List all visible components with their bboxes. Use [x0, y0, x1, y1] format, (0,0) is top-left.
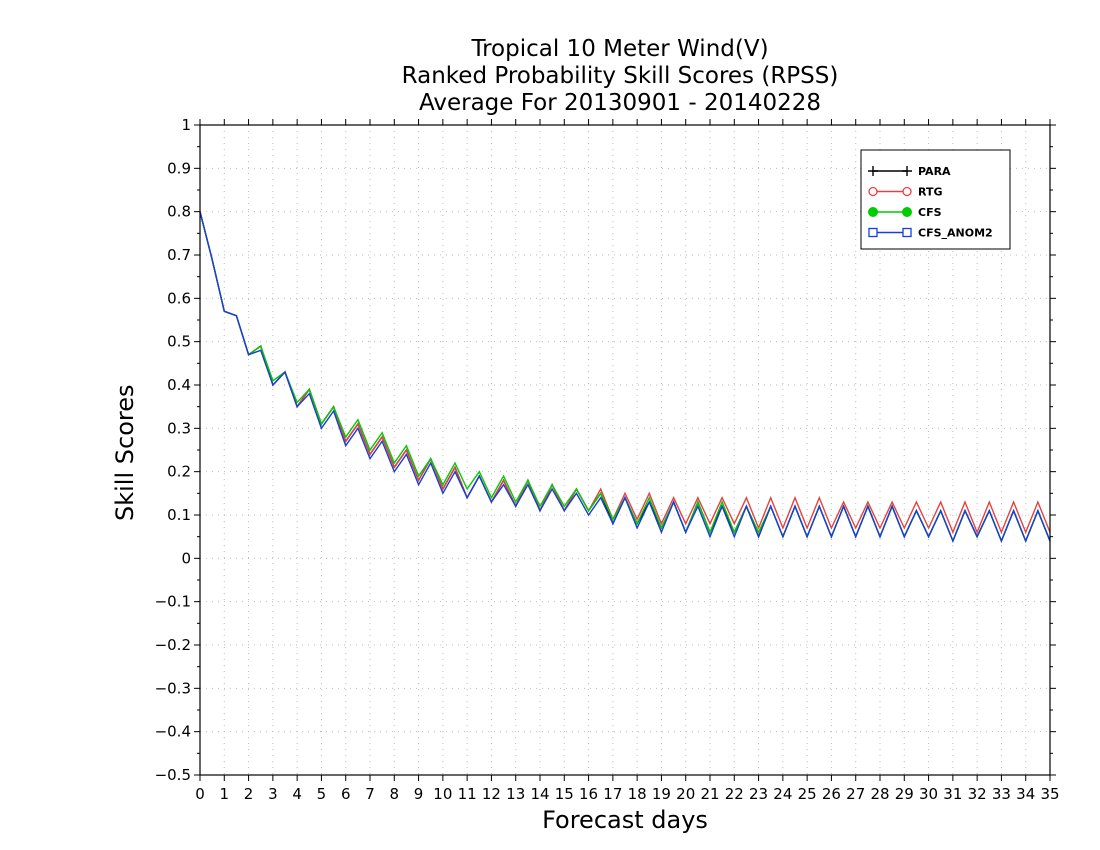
axis-ticks: −0.5 −0.4 −0.3 −0.2 −0.1 0 0.1 0.2 0.3 0.4 0.5 0.6 0… — [155, 116, 1060, 803]
x-tick-label: 35 — [1040, 785, 1059, 803]
legend-marker-square-icon — [902, 227, 912, 238]
x-tick-label: 28 — [870, 785, 889, 803]
x-tick-label: 0 — [195, 785, 205, 803]
x-tick-label: 15 — [555, 785, 574, 803]
series-line-cfs — [199, 211, 1051, 543]
y-tick-label: −0.3 — [155, 679, 191, 697]
x-tick-label: 23 — [749, 785, 768, 803]
y-tick-label: 0.5 — [167, 333, 191, 351]
x-tick-label: 17 — [603, 785, 622, 803]
x-tick-label: 4 — [292, 785, 302, 803]
x-tick-label: 19 — [652, 785, 671, 803]
legend: PARA RTG CFS CFS_ANOM2 — [860, 149, 1011, 250]
x-tick-label: 26 — [822, 785, 841, 803]
y-tick-label: 0 — [181, 549, 191, 567]
x-axis-label: Forecast days — [542, 806, 708, 834]
legend-marker-circle-icon — [868, 186, 878, 197]
x-tick-label: 12 — [482, 785, 501, 803]
legend-label-cfs-anom2: CFS_ANOM2 — [918, 227, 993, 240]
x-tick-label: 33 — [992, 785, 1011, 803]
series-line-para — [199, 211, 1051, 543]
x-tick-label: 6 — [341, 785, 351, 803]
y-tick-label: 0.3 — [167, 419, 191, 437]
chart-title-line-2: Ranked Probability Skill Scores (RPSS) — [401, 63, 839, 89]
x-tick-label: 14 — [530, 785, 549, 803]
legend-marker-filled-circle-icon — [902, 207, 912, 217]
y-tick-label: 0.1 — [167, 506, 191, 524]
x-tick-label: 30 — [919, 785, 938, 803]
legend-marker-filled-circle-icon — [868, 207, 878, 217]
y-tick-label: 0.6 — [167, 289, 191, 307]
x-tick-label: 16 — [579, 785, 598, 803]
x-tick-label: 8 — [390, 785, 400, 803]
x-tick-label: 5 — [317, 785, 327, 803]
x-tick-label: 1 — [220, 785, 230, 803]
y-tick-label: −0.1 — [155, 593, 191, 611]
y-tick-label: 0.2 — [167, 463, 191, 481]
x-tick-label: 20 — [676, 785, 695, 803]
legend-marker-plus-icon — [868, 166, 878, 176]
y-axis-label: Skill Scores — [111, 384, 139, 521]
chart-title-line-1: Tropical 10 Meter Wind(V) — [471, 36, 769, 62]
legend-marker-circle-icon — [902, 186, 912, 197]
y-tick-label: −0.4 — [155, 723, 191, 741]
x-tick-label: 27 — [846, 785, 865, 803]
x-tick-label: 11 — [458, 785, 477, 803]
y-tick-label: −0.2 — [155, 636, 191, 654]
legend-marker-plus-icon — [902, 166, 912, 176]
x-tick-label: 7 — [365, 785, 375, 803]
x-tick-label: 10 — [433, 785, 452, 803]
x-tick-label: 34 — [1016, 785, 1035, 803]
x-tick-label: 21 — [700, 785, 719, 803]
legend-label-rtg: RTG — [918, 186, 943, 199]
x-tick-label: 25 — [798, 785, 817, 803]
x-tick-label: 3 — [268, 785, 278, 803]
x-tick-label: 29 — [895, 785, 914, 803]
chart-title-line-3: Average For 20130901 - 20140228 — [418, 90, 822, 116]
legend-label-cfs: CFS — [918, 206, 942, 219]
x-tick-label: 22 — [725, 785, 744, 803]
x-tick-label: 31 — [943, 785, 962, 803]
y-tick-label: 0.7 — [167, 246, 191, 264]
series-lines — [199, 211, 1051, 543]
x-tick-label: 2 — [244, 785, 254, 803]
y-tick-label: 0.8 — [167, 203, 191, 221]
x-tick-label: 9 — [414, 785, 424, 803]
y-tick-label: 0.4 — [167, 376, 191, 394]
x-tick-label: 13 — [506, 785, 525, 803]
y-tick-label: 1 — [181, 116, 191, 134]
x-tick-label: 18 — [628, 785, 647, 803]
legend-marker-square-icon — [868, 227, 878, 238]
x-tick-label: 24 — [773, 785, 792, 803]
y-tick-label: 0.9 — [167, 159, 191, 177]
series-line-rtg — [199, 211, 1051, 535]
legend-label-para: PARA — [918, 165, 951, 178]
series-line-cfs-anom2 — [199, 211, 1051, 543]
y-tick-label: −0.5 — [155, 766, 191, 784]
x-tick-label: 32 — [968, 785, 987, 803]
